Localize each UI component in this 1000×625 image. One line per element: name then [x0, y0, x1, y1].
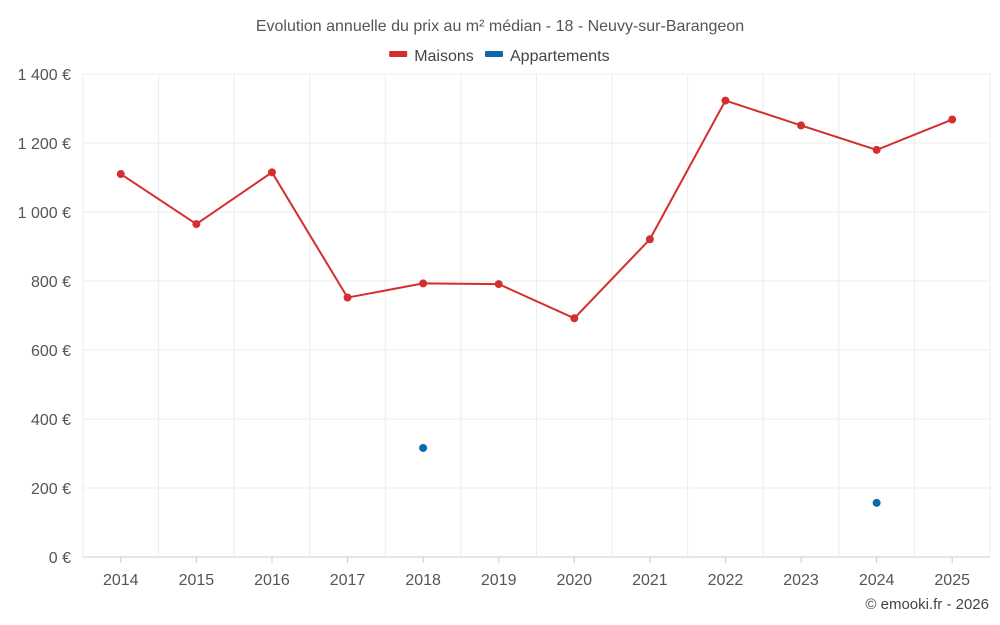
data-point[interactable] — [343, 293, 352, 302]
y-tick-label: 1 000 € — [18, 205, 71, 222]
data-point[interactable] — [797, 121, 806, 130]
x-tick-label: 2019 — [481, 572, 517, 589]
y-tick-label: 1 200 € — [18, 136, 71, 153]
data-point[interactable] — [872, 145, 881, 154]
x-tick-label: 2022 — [708, 572, 744, 589]
chart-legend: Maisons Appartements — [389, 48, 610, 65]
series-line — [120, 99, 953, 320]
data-point[interactable] — [948, 115, 957, 124]
legend-swatch — [389, 51, 408, 57]
legend-item-appartements[interactable]: Appartements — [485, 48, 610, 65]
credit-text: © emooki.fr - 2026 — [865, 596, 989, 613]
x-tick-label: 2014 — [103, 572, 139, 589]
y-tick-label: 1 400 € — [18, 67, 71, 84]
legend-label: Appartements — [510, 48, 610, 65]
y-tick-label: 200 € — [31, 481, 71, 498]
data-point[interactable] — [645, 235, 654, 244]
x-tick-label: 2018 — [405, 572, 441, 589]
data-point[interactable] — [872, 498, 881, 507]
legend-item-maisons[interactable]: Maisons — [389, 48, 474, 65]
x-tick-label: 2017 — [330, 572, 366, 589]
data-point[interactable] — [116, 170, 125, 179]
x-tick-label: 2024 — [859, 572, 895, 589]
legend-label: Maisons — [414, 48, 474, 65]
x-tick-label: 2025 — [934, 572, 970, 589]
x-tick-label: 2016 — [254, 572, 290, 589]
data-point[interactable] — [419, 443, 428, 452]
y-tick-label: 800 € — [31, 274, 71, 291]
axis-layer: 0 € 200 € 400 € 600 € 800 € 1 000 € 1 200 € 1 4… — [18, 67, 970, 589]
series-maisons — [116, 96, 957, 323]
x-tick-label: 2021 — [632, 572, 668, 589]
grid-layer — [82, 73, 991, 558]
legend-swatch — [485, 51, 503, 57]
chart-title: Evolution annuelle du prix au m² médian … — [256, 18, 744, 35]
series-layer — [116, 96, 957, 507]
data-point[interactable] — [570, 314, 579, 323]
data-point[interactable] — [192, 220, 201, 229]
y-tick-label: 0 € — [49, 550, 71, 567]
data-point[interactable] — [494, 280, 503, 289]
x-tick-label: 2020 — [556, 572, 592, 589]
y-tick-label: 400 € — [31, 412, 71, 429]
y-tick-label: 600 € — [31, 343, 71, 360]
data-point[interactable] — [267, 168, 276, 177]
x-tick-label: 2015 — [179, 572, 215, 589]
data-point[interactable] — [721, 96, 730, 105]
series-appartements — [419, 443, 881, 507]
data-point[interactable] — [419, 279, 428, 288]
x-tick-label: 2023 — [783, 572, 819, 589]
